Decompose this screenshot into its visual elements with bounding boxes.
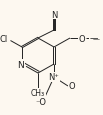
- Text: —: —: [90, 34, 98, 43]
- Text: O: O: [79, 34, 85, 43]
- Text: N⁺: N⁺: [49, 73, 59, 82]
- Text: CH₃: CH₃: [31, 89, 45, 98]
- Text: N: N: [51, 10, 57, 19]
- Text: ⁻O: ⁻O: [36, 98, 46, 107]
- Text: —: —: [92, 36, 99, 42]
- Text: O: O: [79, 34, 85, 43]
- Text: Cl: Cl: [0, 34, 8, 43]
- Text: N: N: [18, 60, 24, 69]
- Text: O: O: [69, 82, 75, 91]
